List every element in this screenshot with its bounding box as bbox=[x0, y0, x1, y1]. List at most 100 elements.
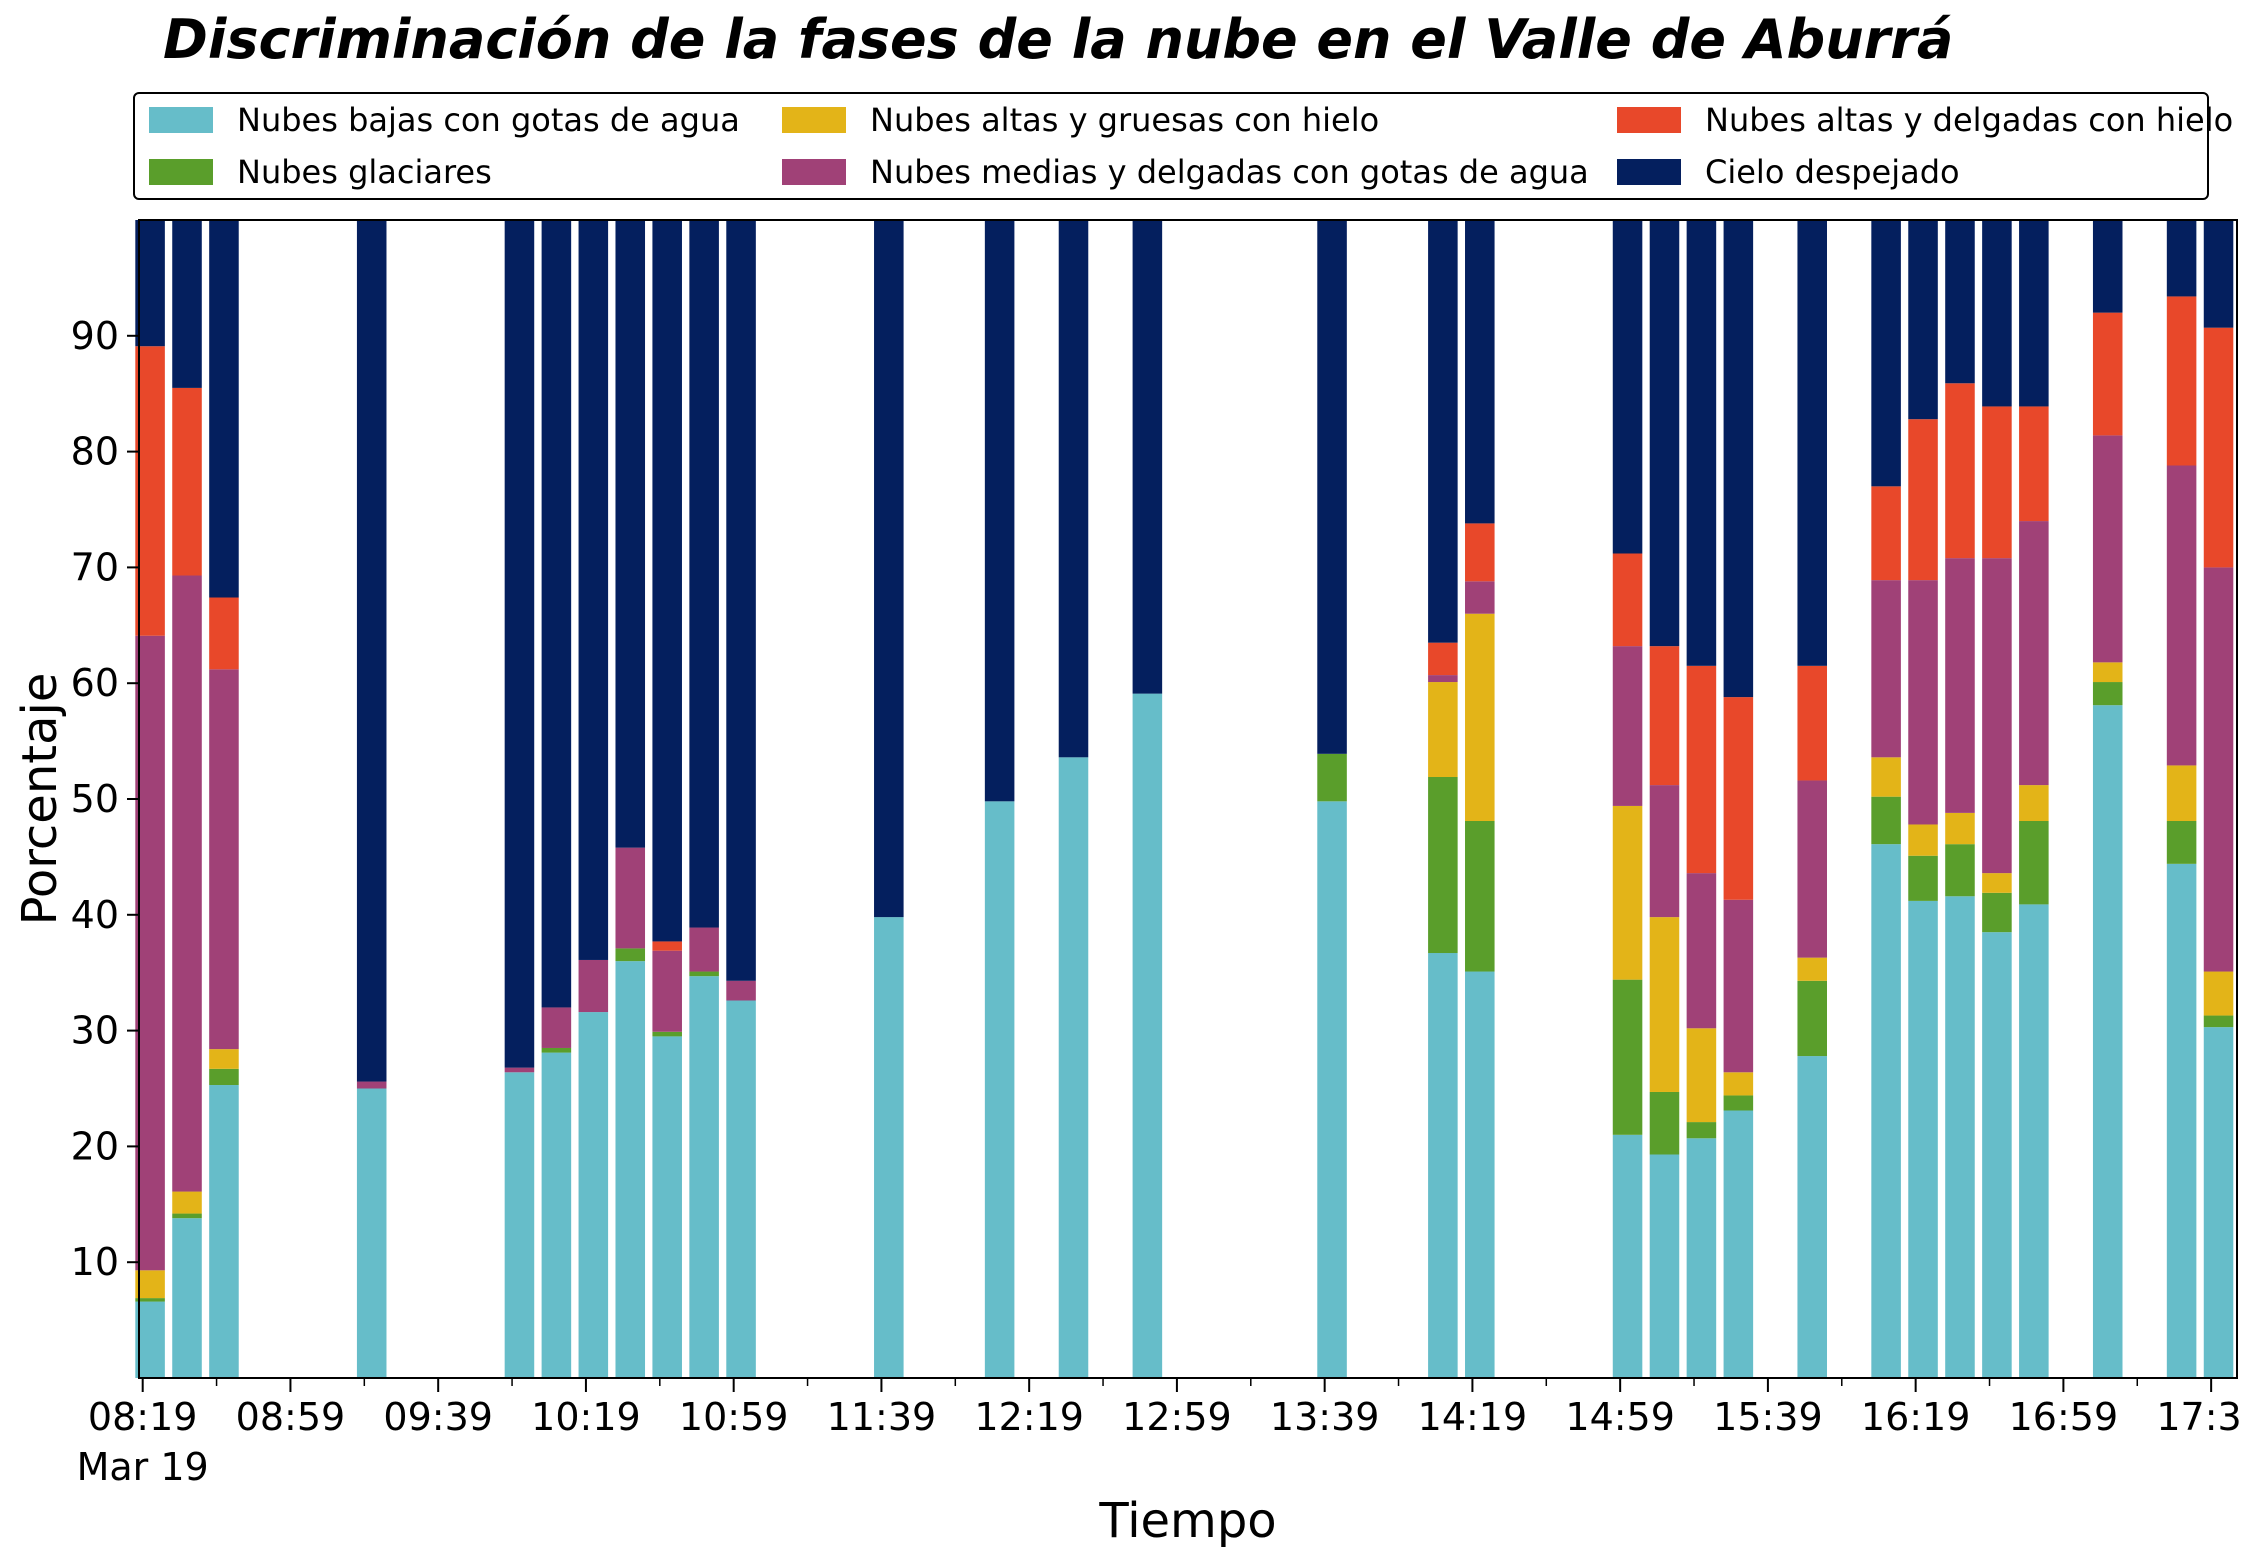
bar-segment-nubes-glaciares bbox=[1871, 796, 1901, 845]
bar-segment-cielo-despejado bbox=[356, 220, 387, 1082]
bar-segment-nubes-bajas bbox=[874, 917, 904, 1378]
bar-segment-nubes-medias bbox=[2166, 465, 2197, 766]
bar-segment-nubes-medias bbox=[209, 669, 239, 1050]
bar-segment-cielo-despejado bbox=[1723, 220, 1754, 698]
bar-segment-nubes-glaciares bbox=[2092, 682, 2123, 706]
bar-segment-nubes-medias bbox=[172, 575, 202, 1192]
bar-segment-cielo-despejado bbox=[1945, 220, 1975, 384]
legend-label: Nubes glaciares bbox=[237, 153, 492, 191]
bar-segment-nubes-bajas bbox=[135, 1301, 165, 1378]
bar-segment-nubes-altas-delgadas bbox=[1908, 419, 1938, 581]
bar-segment-cielo-despejado bbox=[652, 220, 682, 942]
bar-segment-nubes-altas-gruesas bbox=[1982, 873, 2012, 893]
bar-segment-nubes-medias bbox=[135, 635, 165, 1271]
bar-segment-nubes-altas-delgadas bbox=[1686, 665, 1717, 874]
bar-segment-nubes-altas-delgadas bbox=[2092, 312, 2123, 436]
bar-segment-nubes-bajas bbox=[1945, 896, 1975, 1378]
bar-segment-nubes-bajas bbox=[1132, 693, 1163, 1378]
y-tick-label: 90 bbox=[71, 314, 119, 358]
bar-segment-nubes-medias bbox=[2203, 567, 2234, 972]
bar-segment-nubes-medias bbox=[1465, 581, 1495, 614]
bar-segment-nubes-bajas bbox=[1465, 971, 1495, 1378]
bar-segment-nubes-bajas bbox=[2203, 1027, 2234, 1378]
x-tick-label: 10:19 bbox=[531, 1395, 641, 1439]
bar-segment-nubes-altas-gruesas bbox=[1945, 812, 1975, 845]
bar-segment-cielo-despejado bbox=[504, 220, 535, 1068]
bar-segment-nubes-glaciares bbox=[652, 1031, 682, 1037]
bar-segment-cielo-despejado bbox=[578, 220, 609, 960]
legend-swatch bbox=[782, 159, 846, 185]
chart-title: Discriminación de la fases de la nube en… bbox=[163, 8, 1954, 71]
bar-segment-nubes-altas-delgadas bbox=[1982, 406, 2012, 559]
bar-segment-nubes-altas-gruesas bbox=[1797, 957, 1827, 981]
bar-segment-nubes-altas-delgadas bbox=[1871, 486, 1901, 581]
bar-segment-cielo-despejado bbox=[726, 220, 756, 981]
bar-segment-nubes-medias bbox=[1982, 558, 2012, 874]
legend: Nubes bajas con gotas de agua Nubes glac… bbox=[133, 92, 2233, 200]
bar-segment-nubes-altas-gruesas bbox=[1871, 757, 1901, 797]
bar-segment-cielo-despejado bbox=[1686, 220, 1717, 666]
bars-layer bbox=[135, 220, 2234, 1378]
bar-segment-nubes-bajas bbox=[1612, 1134, 1643, 1378]
legend-item-nubes-altas-gruesas: Nubes altas y gruesas con hielo bbox=[782, 98, 1379, 142]
bar-segment-nubes-medias bbox=[689, 927, 719, 972]
x-tick-label: 15:39 bbox=[1713, 1395, 1823, 1439]
bar-segment-nubes-bajas bbox=[1686, 1138, 1717, 1378]
bar-segment-cielo-despejado bbox=[1428, 220, 1458, 643]
x-tick-label: 08:19 bbox=[88, 1395, 198, 1439]
x-tick-label: 08:59 bbox=[236, 1395, 346, 1439]
bar-segment-nubes-glaciares bbox=[172, 1213, 202, 1219]
bar-segment-cielo-despejado bbox=[2166, 220, 2197, 297]
bar-segment-cielo-despejado bbox=[615, 220, 646, 848]
bar-segment-nubes-altas-delgadas bbox=[172, 387, 202, 576]
bar-segment-cielo-despejado bbox=[874, 220, 904, 918]
bar-segment-nubes-glaciares bbox=[1649, 1091, 1680, 1155]
bar-segment-nubes-altas-delgadas bbox=[209, 597, 239, 670]
bar-segment-nubes-bajas bbox=[2166, 863, 2197, 1378]
legend-item-nubes-medias: Nubes medias y delgadas con gotas de agu… bbox=[782, 150, 1589, 194]
bar-segment-nubes-glaciares bbox=[2203, 1015, 2234, 1028]
bar-segment-nubes-altas-delgadas bbox=[1797, 665, 1827, 781]
legend-item-nubes-bajas: Nubes bajas con gotas de agua bbox=[149, 98, 740, 142]
bar-segment-nubes-glaciares bbox=[1465, 821, 1495, 972]
bar-segment-cielo-despejado bbox=[172, 220, 202, 388]
bar-segment-cielo-despejado bbox=[1317, 220, 1347, 754]
x-tick-label: 14:19 bbox=[1418, 1395, 1528, 1439]
legend-label: Nubes medias y delgadas con gotas de agu… bbox=[870, 153, 1589, 191]
bar-segment-cielo-despejado bbox=[984, 220, 1015, 802]
bar-segment-nubes-altas-delgadas bbox=[2166, 296, 2197, 466]
bar-segment-nubes-medias bbox=[504, 1067, 535, 1073]
bar-segment-nubes-medias bbox=[1945, 558, 1975, 813]
legend-item-nubes-altas-delgadas: Nubes altas y delgadas con hielo bbox=[1617, 98, 2233, 142]
bar-segment-cielo-despejado bbox=[1465, 220, 1495, 524]
x-date-sublabel: Mar 19 bbox=[77, 1445, 209, 1489]
bar-segment-nubes-bajas bbox=[1908, 900, 1938, 1378]
bar-segment-cielo-despejado bbox=[689, 220, 719, 928]
x-axis-label: Tiempo bbox=[1098, 1493, 1276, 1549]
bar-segment-nubes-glaciares bbox=[689, 971, 719, 977]
bar-segment-nubes-altas-delgadas bbox=[1612, 553, 1643, 647]
legend-item-nubes-glaciares: Nubes glaciares bbox=[149, 150, 492, 194]
bar-segment-cielo-despejado bbox=[1871, 220, 1901, 487]
y-tick-label: 70 bbox=[71, 545, 119, 589]
bar-segment-nubes-bajas bbox=[1058, 757, 1089, 1378]
bar-segment-nubes-bajas bbox=[2019, 904, 2049, 1378]
bar-segment-nubes-altas-gruesas bbox=[1649, 917, 1680, 1092]
bar-segment-cielo-despejado bbox=[1649, 220, 1680, 647]
bar-segment-cielo-despejado bbox=[1797, 220, 1827, 666]
bar-segment-nubes-altas-delgadas bbox=[1428, 642, 1458, 676]
bar-segment-nubes-medias bbox=[1908, 580, 1938, 825]
bar-segment-nubes-glaciares bbox=[1797, 980, 1827, 1057]
legend-swatch bbox=[149, 159, 213, 185]
bar-segment-nubes-medias bbox=[1649, 785, 1680, 918]
bar-segment-nubes-bajas bbox=[652, 1036, 682, 1378]
y-tick-label: 80 bbox=[71, 430, 119, 474]
bar-segment-nubes-glaciares bbox=[135, 1298, 165, 1302]
bar-segment-nubes-altas-gruesas bbox=[2203, 971, 2234, 1016]
bar-segment-nubes-altas-delgadas bbox=[1723, 697, 1754, 900]
x-tick-label: 12:19 bbox=[974, 1395, 1084, 1439]
bar-segment-cielo-despejado bbox=[1908, 220, 1938, 420]
bar-segment-nubes-altas-delgadas bbox=[1465, 523, 1495, 582]
bar-segment-cielo-despejado bbox=[2203, 220, 2234, 328]
